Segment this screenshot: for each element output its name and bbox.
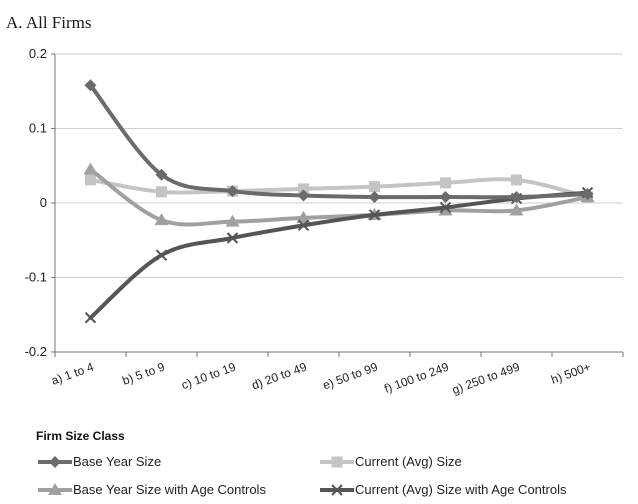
- data-point-square: [440, 177, 451, 189]
- x-tick-label: g) 250 to 499: [450, 360, 522, 397]
- legend-label: Base Year Size: [73, 454, 161, 469]
- x-tick-label: b) 5 to 9: [120, 360, 166, 388]
- gridlines: [55, 53, 623, 353]
- legend-marker-square: [331, 456, 343, 468]
- legend: Base Year Size Current (Avg) Size Base Yea…: [38, 454, 567, 497]
- x-tick-label: d) 20 to 49: [250, 360, 309, 393]
- legend-marker-triangle: [48, 483, 62, 495]
- data-point-diamond: [297, 189, 310, 202]
- data-point-diamond: [84, 79, 97, 92]
- data-point-diamond: [439, 191, 452, 204]
- x-tick-label: h) 500+: [549, 360, 592, 387]
- x-tick-label: e) 50 to 99: [321, 360, 380, 393]
- y-tick-label: 0.1: [29, 121, 47, 136]
- data-point-triangle: [509, 203, 524, 216]
- x-tick-label: c) 10 to 19: [179, 360, 237, 393]
- series-line: [88, 177, 590, 200]
- y-tick-label: 0: [40, 195, 47, 210]
- legend-item: Base Year Size with Age Controls: [38, 482, 266, 497]
- data-point-diamond: [581, 188, 594, 201]
- data-point-square: [369, 181, 380, 193]
- series-group: [83, 79, 595, 324]
- y-tick-label: -0.1: [25, 270, 47, 285]
- data-point-x: [368, 209, 381, 221]
- data-point-x: [155, 249, 168, 261]
- data-point-x: [439, 201, 452, 214]
- legend-marker-diamond: [49, 456, 61, 468]
- data-point-square: [511, 174, 522, 186]
- y-tick-label: 0.2: [29, 46, 47, 61]
- data-point-triangle: [83, 162, 98, 175]
- legend-marker-x: [331, 484, 343, 496]
- x-axis-ticks: a) 1 to 4 b) 5 to 9 c) 10 to 19 d) 20 to 49…: [49, 352, 624, 397]
- data-point-square: [156, 186, 167, 198]
- data-point-x: [84, 312, 97, 324]
- data-point-diamond: [368, 191, 381, 204]
- legend-item: Current (Avg) Size with Age Controls: [320, 482, 567, 497]
- x-tick-label: a) 1 to 4: [49, 360, 95, 388]
- data-point-x: [226, 232, 239, 244]
- data-point-diamond: [226, 185, 239, 198]
- legend-label: Base Year Size with Age Controls: [73, 482, 266, 497]
- legend-label: Current (Avg) Size with Age Controls: [355, 482, 567, 497]
- x-tick-label: f) 100 to 249: [382, 360, 450, 396]
- x-axis-label: Firm Size Class: [36, 429, 125, 443]
- chart-title: A. All Firms: [6, 13, 92, 32]
- data-point-triangle: [154, 213, 169, 226]
- data-point-square: [85, 174, 96, 186]
- data-point-diamond: [510, 191, 523, 204]
- legend-label: Current (Avg) Size: [355, 454, 462, 469]
- data-point-square: [298, 183, 309, 195]
- data-point-x: [297, 219, 310, 232]
- data-point-triangle: [296, 210, 311, 223]
- data-point-diamond: [155, 168, 168, 181]
- y-axis-ticks: 0.2 0.1 0 -0.1 -0.2: [25, 46, 55, 359]
- legend-item: Current (Avg) Size: [320, 454, 462, 469]
- legend-item: Base Year Size: [38, 454, 161, 469]
- y-tick-label: -0.2: [25, 344, 47, 359]
- data-point-triangle: [225, 214, 240, 227]
